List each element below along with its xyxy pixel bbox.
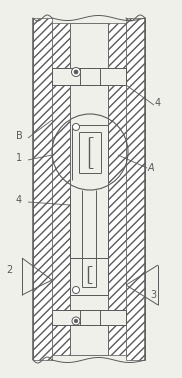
- Bar: [70, 23, 108, 355]
- Bar: [33, 18, 52, 360]
- Circle shape: [74, 319, 78, 323]
- Bar: [52, 310, 126, 325]
- Text: A: A: [148, 163, 155, 173]
- Text: 3: 3: [150, 290, 156, 300]
- Circle shape: [72, 124, 80, 130]
- Circle shape: [72, 287, 80, 293]
- Bar: [126, 18, 145, 360]
- Text: B: B: [16, 131, 23, 141]
- Text: 4: 4: [155, 98, 161, 108]
- Text: 4: 4: [16, 195, 22, 205]
- Bar: [52, 68, 126, 85]
- Circle shape: [72, 317, 80, 325]
- Bar: [70, 258, 108, 295]
- Circle shape: [74, 70, 78, 74]
- Text: 2: 2: [6, 265, 12, 275]
- Circle shape: [72, 68, 80, 76]
- Bar: [108, 23, 126, 355]
- Text: 1: 1: [16, 153, 22, 163]
- Bar: [52, 23, 70, 355]
